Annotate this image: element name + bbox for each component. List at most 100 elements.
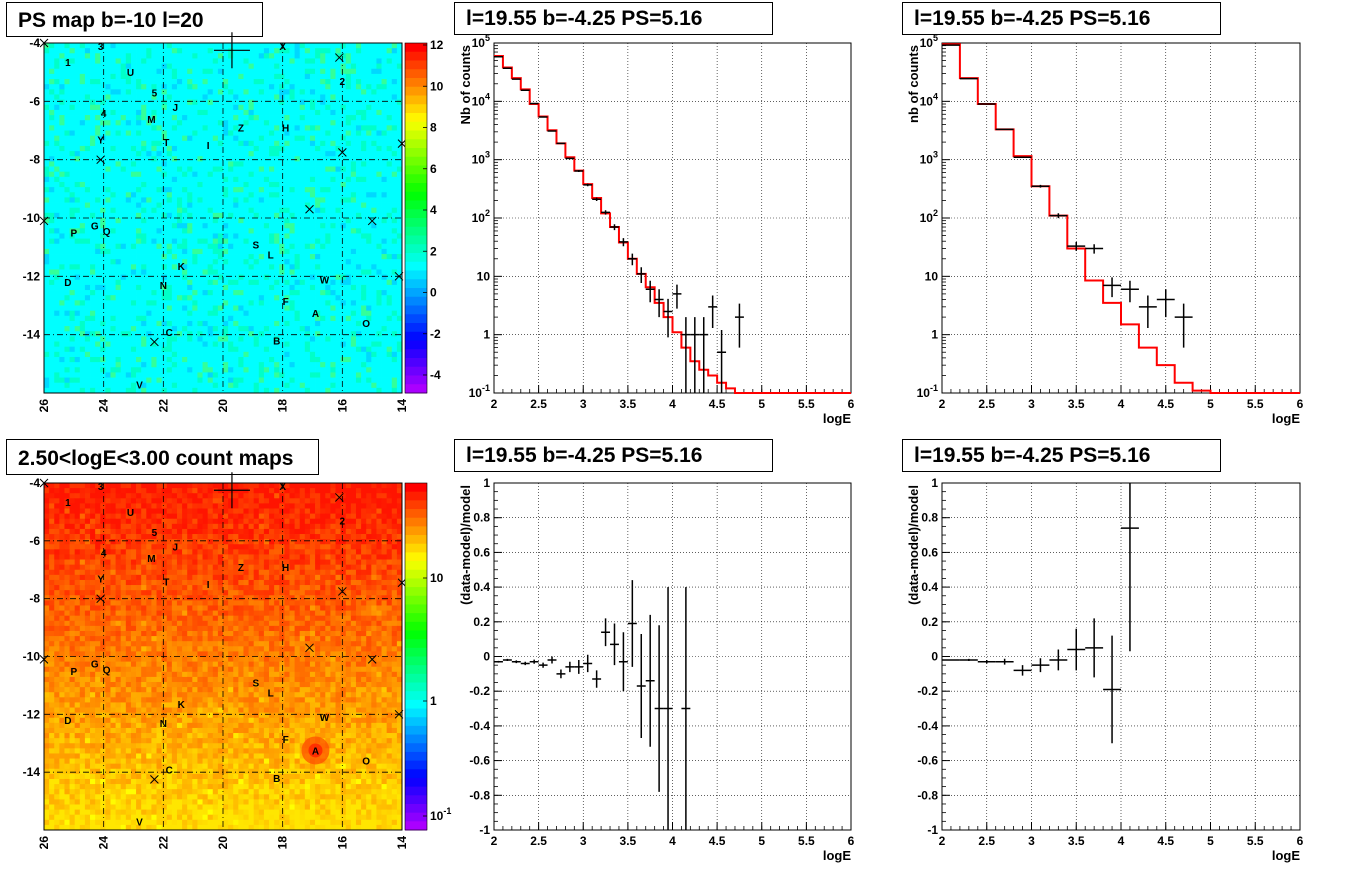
- source-label: L: [268, 689, 274, 700]
- palette-tick: 10: [430, 79, 444, 93]
- x-tick-label: 4: [1118, 834, 1125, 848]
- y-tick-label: 0: [483, 650, 490, 664]
- y-axis-label: (data-model)/model: [458, 485, 473, 605]
- y-tick-label: 1: [931, 328, 938, 342]
- data-point: [512, 660, 521, 663]
- x-tick-label: 5.5: [798, 397, 815, 411]
- data-point: [681, 317, 690, 393]
- source-label: H: [282, 563, 289, 574]
- x-tick-label: 3: [580, 397, 587, 411]
- data-point: [548, 657, 557, 664]
- source-label: M: [147, 115, 155, 126]
- x-tick-label: 2.5: [530, 397, 547, 411]
- x-tick-label: 4: [669, 397, 676, 411]
- x-tick-label: 2.5: [530, 834, 547, 848]
- y-tick-label: 1: [931, 476, 938, 490]
- source-label: K: [178, 262, 186, 273]
- y-tick-label: -0.6: [469, 754, 490, 768]
- x-tick-label: 5.5: [1247, 834, 1264, 848]
- x-tick-label: 6: [848, 834, 855, 848]
- source-label: 1: [65, 58, 71, 69]
- x-tick-label: 4.5: [1157, 834, 1174, 848]
- x-axis-label: logE: [823, 411, 851, 426]
- x-tick-label: 4: [669, 834, 676, 848]
- data-point: [1049, 213, 1067, 218]
- map-x-tick: 14: [395, 399, 409, 413]
- source-label: 3: [98, 42, 104, 53]
- y-tick-label: -0.2: [469, 684, 490, 698]
- y-tick-label: 0: [931, 650, 938, 664]
- data-point: [574, 660, 583, 674]
- y-axis-label: Nb of counts: [458, 45, 473, 124]
- data-point: [1121, 483, 1139, 651]
- map-y-tick: -10: [23, 650, 41, 664]
- map-y-tick: -10: [23, 211, 41, 225]
- source-label: N: [160, 719, 167, 730]
- x-axis-label: logE: [1272, 848, 1300, 863]
- data-point: [539, 663, 548, 668]
- source-label: W: [320, 275, 330, 286]
- map-x-tick: 24: [97, 836, 111, 850]
- data-point: [1014, 157, 1032, 159]
- data-point: [592, 670, 601, 687]
- source-label: P: [70, 667, 77, 678]
- source-label: V: [136, 817, 143, 828]
- palette-tick: 2: [430, 244, 437, 258]
- source-label: 2: [340, 77, 346, 88]
- map-x-tick: 18: [276, 836, 290, 850]
- x-tick-label: 2.5: [978, 834, 995, 848]
- map-x-tick: 18: [276, 399, 290, 413]
- data-point: [574, 170, 583, 172]
- source-label: V: [136, 380, 143, 391]
- source-label: T: [163, 577, 169, 588]
- palette-tick: 1: [430, 694, 437, 708]
- source-label: B: [273, 774, 280, 785]
- panel-title: l=19.55 b=-4.25 PS=5.16: [914, 444, 1150, 467]
- data-point: [1032, 658, 1050, 672]
- data-point: [708, 295, 717, 328]
- map-x-tick: 20: [216, 399, 230, 413]
- source-label: D: [64, 278, 71, 289]
- y-tick-label: 0.6: [921, 545, 938, 559]
- data-point: [1085, 618, 1103, 677]
- x-tick-label: 2.5: [978, 397, 995, 411]
- map-x-tick: 22: [156, 399, 170, 413]
- data-point: [503, 659, 512, 661]
- data-point: [960, 659, 978, 661]
- data-point: [610, 624, 619, 666]
- source-label: Y: [97, 574, 104, 585]
- source-label: P: [70, 229, 77, 240]
- map-x-tick: 14: [395, 836, 409, 850]
- y-tick-label: 103: [472, 150, 490, 167]
- x-tick-label: 3.5: [1068, 397, 1085, 411]
- y-tick-label: 0.2: [473, 615, 490, 629]
- y-tick-label: 0.2: [921, 615, 938, 629]
- data-point: [619, 632, 628, 691]
- source-label: L: [268, 250, 274, 261]
- y-tick-label: 105: [472, 33, 490, 50]
- data-point: [735, 304, 744, 348]
- source-label: O: [362, 757, 370, 768]
- y-tick-label: -1: [479, 823, 490, 837]
- data-point: [601, 618, 610, 646]
- x-tick-label: 6: [1297, 397, 1304, 411]
- data-point: [996, 659, 1014, 665]
- source-label: J: [172, 103, 178, 114]
- source-label: X: [279, 482, 286, 493]
- source-label: S: [252, 240, 259, 251]
- y-tick-label: 102: [472, 208, 490, 225]
- palette-tick: 6: [430, 162, 437, 176]
- map-y-tick: -6: [29, 94, 40, 108]
- map-y-tick: -6: [29, 534, 40, 548]
- map-x-tick: 24: [97, 399, 111, 413]
- data-point: [1121, 281, 1139, 302]
- data-point: [646, 615, 655, 747]
- y-tick-label: 0.4: [921, 580, 938, 594]
- data-point: [1067, 629, 1085, 671]
- source-label: G: [91, 221, 99, 232]
- data-point: [637, 634, 646, 738]
- source-label: U: [127, 68, 134, 79]
